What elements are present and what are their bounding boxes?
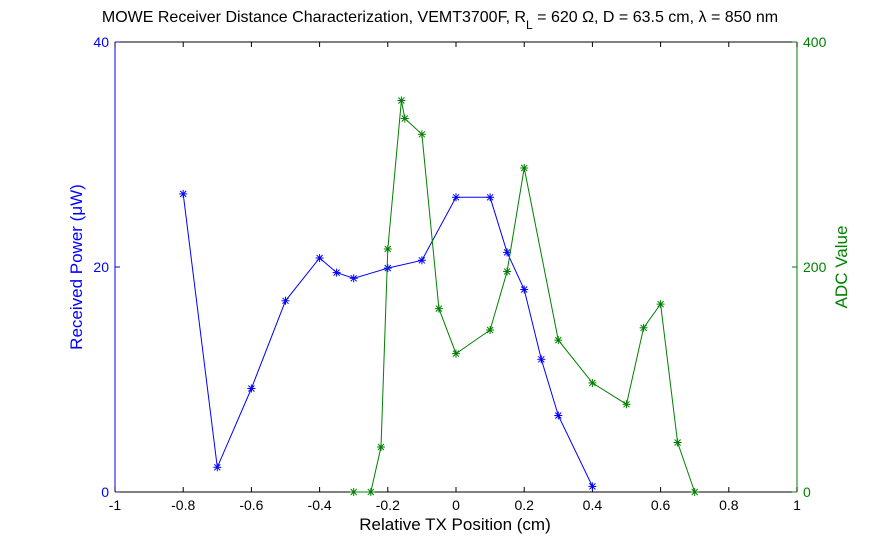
adc-value-line (353, 100, 696, 493)
data-point-marker (315, 254, 324, 262)
data-point-marker (554, 411, 563, 420)
x-axis-ticks: -1 -0.8 -0.6 -0.4 -0.2 0 0.2 0.4 0.6 0.8 1 (109, 42, 801, 513)
data-point-marker (520, 285, 529, 294)
right-y-tick-label: 0 (803, 484, 811, 500)
data-point-marker (281, 296, 290, 305)
data-point-marker (400, 114, 409, 123)
title-subscript: L (526, 18, 533, 32)
data-point-marker (673, 438, 682, 447)
data-point-marker (452, 349, 460, 358)
data-point-marker (588, 378, 597, 387)
data-point-marker (332, 268, 341, 277)
received-power-series (179, 189, 597, 491)
x-tick-label: -0.4 (308, 497, 332, 513)
data-point-marker (656, 300, 665, 309)
data-point-marker (349, 488, 358, 496)
right-y-tick-label: 400 (803, 34, 827, 50)
data-point-marker (537, 355, 546, 364)
right-y-tick-label: 200 (803, 259, 827, 275)
x-tick-label: -1 (109, 497, 122, 513)
data-point-marker (520, 164, 529, 172)
x-tick-label: -0.8 (171, 497, 195, 513)
x-tick-label: 0.8 (719, 497, 739, 513)
data-point-marker (622, 400, 631, 409)
left-y-axis-title: Received Power (μW) (67, 184, 86, 350)
data-point-marker (452, 193, 460, 202)
data-point-marker (397, 96, 406, 105)
x-tick-label: 0.6 (651, 497, 671, 513)
data-point-marker (434, 304, 443, 313)
x-tick-label: 0.2 (514, 497, 534, 513)
plot-frame (114, 41, 798, 493)
x-axis-title: Relative TX Position (cm) (359, 515, 550, 534)
data-point-marker (247, 384, 256, 393)
series-layer (179, 96, 699, 496)
data-point-marker (417, 130, 426, 139)
left-y-axis-ticks: 0 20 40 (93, 34, 120, 500)
data-point-marker (503, 267, 512, 276)
data-point-marker (179, 189, 188, 198)
left-y-tick-label: 40 (93, 34, 109, 50)
data-point-marker (383, 264, 392, 273)
data-point-marker (554, 336, 563, 345)
data-point-marker (486, 326, 495, 334)
left-y-tick-label: 20 (93, 259, 109, 275)
data-point-marker (213, 463, 222, 472)
data-point-marker (588, 482, 597, 491)
adc-value-series (349, 96, 699, 496)
data-point-marker (486, 193, 495, 202)
data-point-marker (366, 488, 375, 496)
data-point-marker (383, 245, 392, 253)
data-point-marker (503, 248, 512, 257)
data-point-marker (349, 274, 358, 283)
chart-title: MOWE Receiver Distance Characterization,… (102, 9, 778, 32)
data-point-marker (690, 488, 699, 496)
data-point-marker (639, 323, 648, 332)
x-tick-label: -0.2 (376, 497, 400, 513)
left-y-tick-label: 0 (101, 484, 109, 500)
x-tick-label: 1 (793, 497, 801, 513)
right-y-axis-ticks: 0 200 400 (792, 34, 827, 500)
data-point-marker (417, 256, 426, 265)
right-y-axis-title: ADC Value (832, 226, 851, 309)
data-point-marker (377, 443, 385, 451)
x-tick-label: -0.6 (239, 497, 263, 513)
x-tick-label: 0.4 (583, 497, 603, 513)
x-tick-label: 0 (452, 497, 460, 513)
received-power-line (182, 193, 593, 487)
